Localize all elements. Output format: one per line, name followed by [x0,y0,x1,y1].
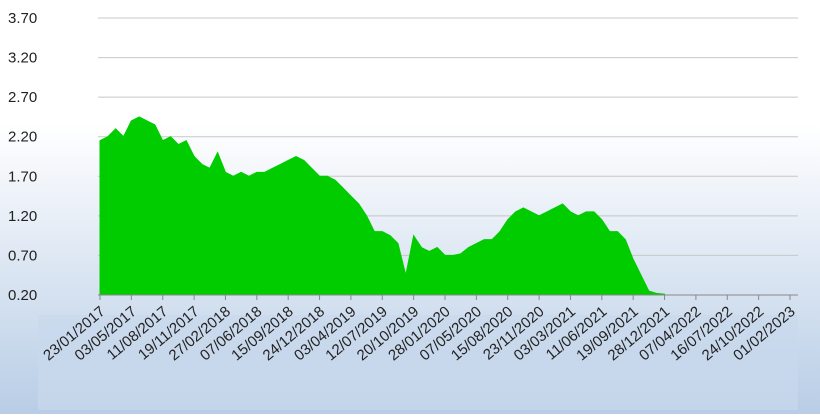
y-tick-label: 3.20 [8,50,37,67]
label-band [38,315,798,410]
y-tick-label: 1.20 [8,208,37,225]
y-tick-label: 0.70 [8,247,37,264]
y-tick-label: 0.20 [8,287,37,304]
y-tick-label: 3.70 [8,10,37,27]
y-tick-label: 2.70 [8,89,37,106]
area [99,116,666,296]
y-tick-label: 1.70 [8,168,37,185]
y-tick-label: 2.20 [8,129,37,146]
